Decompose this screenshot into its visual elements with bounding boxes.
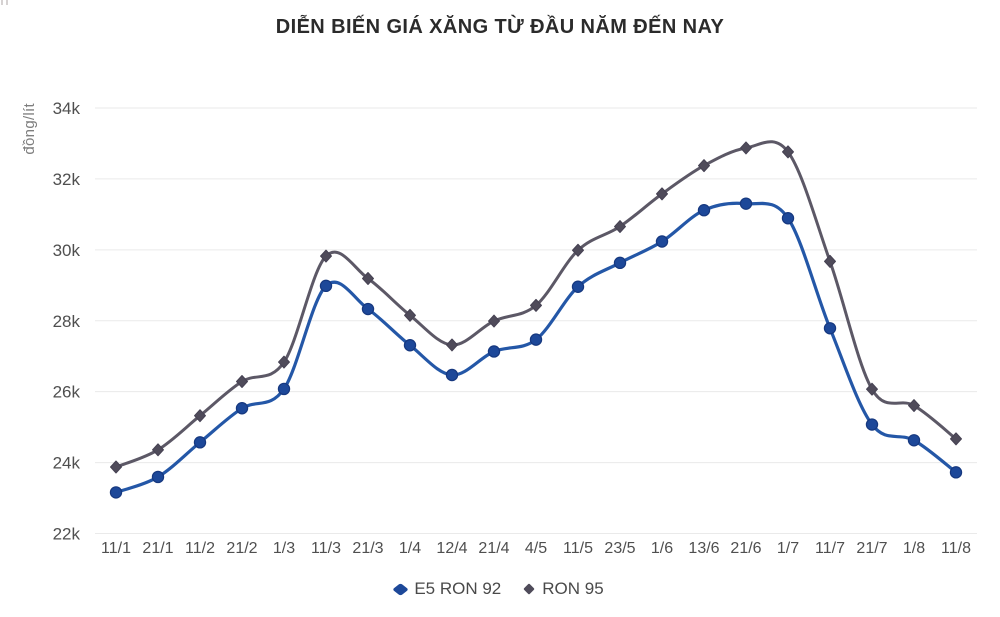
- x-tick-label: 11/7: [815, 540, 845, 557]
- legend-item-ron-95[interactable]: RON 95: [523, 579, 604, 599]
- x-tick-label: 21/1: [142, 540, 173, 557]
- data-point-marker-ron-95: [362, 271, 374, 285]
- data-point-marker-e5-ron-92: [655, 235, 669, 248]
- y-tick-label: 22k: [53, 525, 81, 544]
- data-point-marker-e5-ron-92: [613, 256, 627, 270]
- x-tick-label: 21/4: [478, 540, 509, 557]
- legend-label-e5-ron-92: E5 RON 92: [414, 579, 502, 598]
- chart-title: DIỄN BIẾN GIÁ XĂNG TỪ ĐẦU NĂM ĐẾN NAY: [275, 16, 725, 38]
- ron-95-marker-icon: [523, 583, 535, 595]
- crop-artifact: [6, 0, 8, 5]
- x-tick-label: 1/8: [903, 540, 925, 557]
- x-tick-label: 11/5: [563, 540, 593, 557]
- data-point-marker-e5-ron-92: [109, 486, 123, 499]
- data-point-marker-ron-95: [530, 298, 542, 312]
- data-point-marker-e5-ron-92: [571, 280, 585, 293]
- legend-label-ron-95: RON 95: [542, 579, 604, 598]
- y-tick-label: 26k: [53, 383, 81, 402]
- data-point-marker-ron-95: [866, 382, 878, 396]
- x-tick-label: 21/3: [352, 540, 383, 557]
- data-point-marker-e5-ron-92: [361, 302, 375, 316]
- x-tick-label: 11/3: [311, 540, 341, 557]
- data-point-marker-ron-95: [446, 338, 458, 352]
- x-tick-label: 11/1: [101, 540, 131, 557]
- y-tick-label: 34k: [53, 99, 81, 118]
- data-point-marker-ron-95: [740, 141, 752, 155]
- x-tick-label: 21/2: [226, 540, 257, 557]
- data-point-marker-e5-ron-92: [277, 382, 291, 396]
- data-point-marker-ron-95: [404, 308, 416, 322]
- x-tick-label: 11/2: [185, 540, 215, 557]
- data-point-marker-e5-ron-92: [529, 333, 543, 346]
- data-point-marker-ron-95: [236, 374, 248, 388]
- y-tick-label: 28k: [53, 312, 81, 331]
- y-tick-label: 30k: [53, 241, 81, 260]
- data-point-marker-ron-95: [152, 443, 164, 457]
- data-point-marker-e5-ron-92: [865, 418, 879, 431]
- x-tick-label: 1/3: [273, 540, 295, 557]
- data-point-marker-ron-95: [698, 159, 710, 173]
- x-tick-label: 11/8: [941, 540, 971, 557]
- data-point-marker-e5-ron-92: [151, 470, 165, 484]
- data-point-marker-ron-95: [614, 220, 626, 234]
- x-tick-label: 21/7: [856, 540, 887, 557]
- x-tick-label: 1/4: [399, 540, 421, 557]
- legend: E5 RON 92 RON 95: [0, 579, 1000, 599]
- data-point-marker-e5-ron-92: [781, 212, 795, 225]
- legend-item-e5-ron-92[interactable]: E5 RON 92: [392, 579, 502, 599]
- data-point-marker-ron-95: [278, 355, 290, 369]
- data-point-marker-e5-ron-92: [823, 322, 837, 335]
- data-point-marker-ron-95: [320, 249, 332, 263]
- data-point-marker-e5-ron-92: [697, 204, 711, 217]
- data-point-marker-ron-95: [950, 432, 962, 446]
- data-point-marker-ron-95: [572, 243, 584, 257]
- data-point-marker-ron-95: [824, 254, 836, 268]
- data-point-marker-ron-95: [110, 460, 122, 474]
- data-point-marker-ron-95: [194, 409, 206, 423]
- y-tick-label: 24k: [53, 454, 81, 473]
- e5-ron-92-marker-icon: [392, 582, 410, 596]
- x-tick-label: 1/7: [777, 540, 799, 557]
- data-point-marker-e5-ron-92: [949, 466, 963, 479]
- data-point-marker-e5-ron-92: [235, 402, 249, 415]
- x-tick-label: 21/6: [730, 540, 761, 557]
- data-point-marker-ron-95: [488, 314, 500, 328]
- data-point-marker-e5-ron-92: [739, 197, 753, 210]
- crop-artifact: [1, 0, 3, 5]
- x-tick-label: 13/6: [688, 540, 719, 557]
- data-point-marker-e5-ron-92: [445, 368, 459, 382]
- x-tick-label: 23/5: [604, 540, 635, 557]
- data-point-marker-e5-ron-92: [907, 434, 921, 447]
- data-point-marker-e5-ron-92: [193, 436, 207, 449]
- data-point-marker-ron-95: [656, 187, 668, 201]
- y-tick-label: 32k: [53, 170, 81, 189]
- data-point-marker-e5-ron-92: [319, 279, 333, 293]
- data-point-marker-e5-ron-92: [487, 345, 501, 358]
- x-tick-label: 4/5: [525, 540, 547, 557]
- x-tick-label: 12/4: [436, 540, 467, 557]
- x-tick-label: 1/6: [651, 540, 673, 557]
- series-line-e5-ron-92: [114, 201, 958, 494]
- data-point-marker-ron-95: [908, 399, 920, 413]
- data-point-marker-ron-95: [782, 145, 794, 159]
- data-point-marker-e5-ron-92: [403, 339, 417, 352]
